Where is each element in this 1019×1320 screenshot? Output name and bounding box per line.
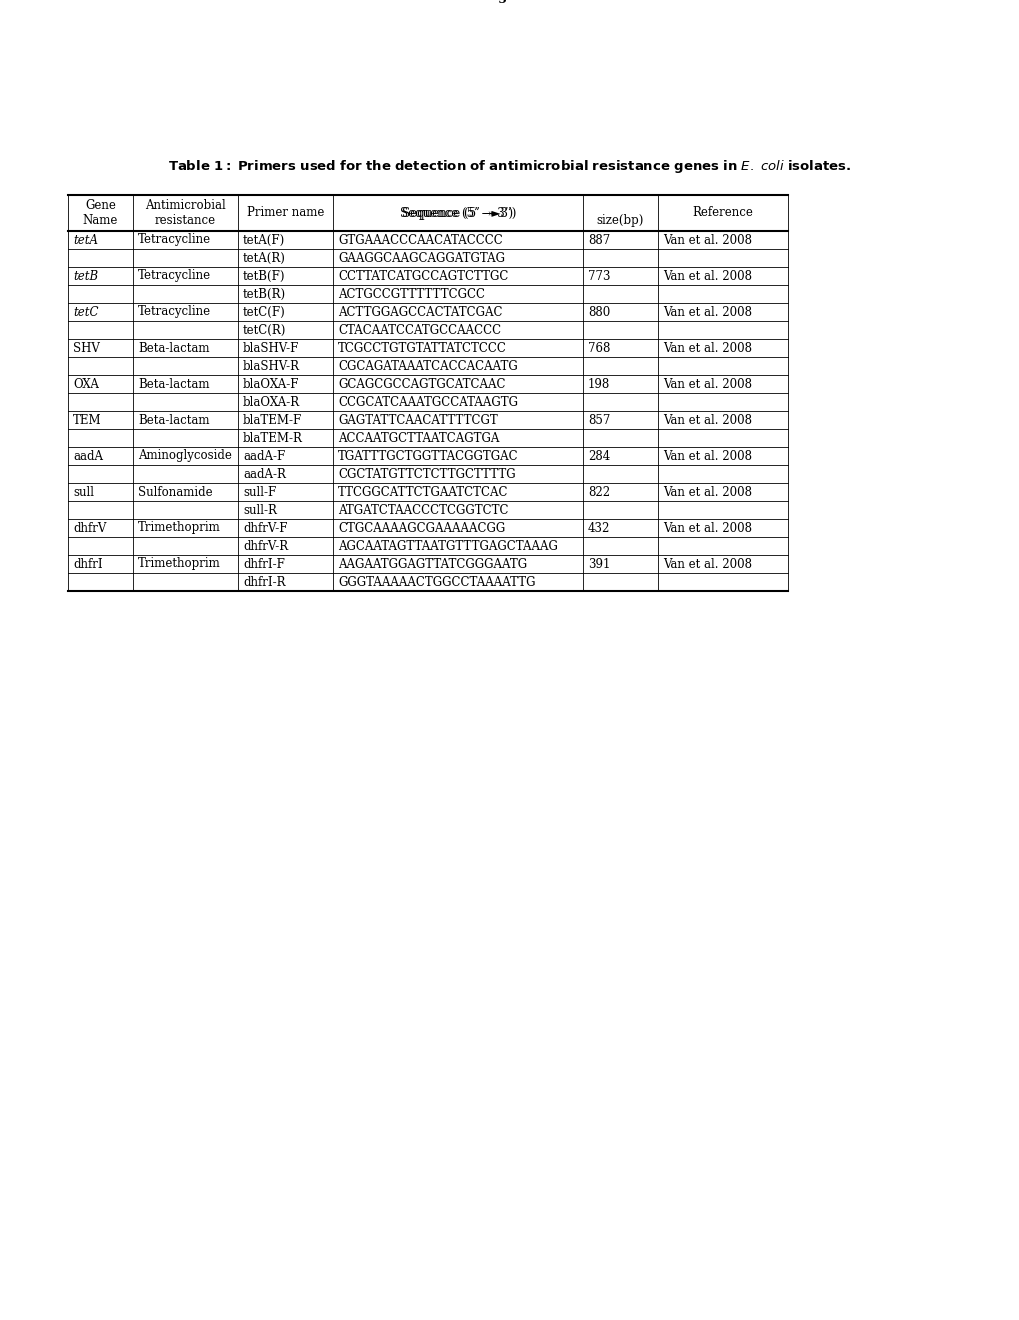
Text: 887: 887	[587, 234, 609, 247]
Text: blaOXA-F: blaOXA-F	[243, 378, 300, 391]
Text: Tetracycline: Tetracycline	[138, 305, 211, 318]
Text: Sequence (5’ → 3’): Sequence (5’ → 3’)	[403, 206, 513, 219]
Text: 432: 432	[587, 521, 609, 535]
Text: Van et al. 2008: Van et al. 2008	[662, 378, 751, 391]
Text: SHV: SHV	[73, 342, 100, 355]
Text: Van et al. 2008: Van et al. 2008	[662, 521, 751, 535]
Text: Gene: Gene	[85, 198, 116, 211]
Text: Antimicrobial: Antimicrobial	[145, 198, 225, 211]
Text: Primer name: Primer name	[247, 206, 324, 219]
Text: AAGAATGGAGTTATCGGGAATG: AAGAATGGAGTTATCGGGAATG	[337, 557, 527, 570]
Text: dhfrV-F: dhfrV-F	[243, 521, 287, 535]
Text: GCAGCGCCAGTGCATCAAC: GCAGCGCCAGTGCATCAAC	[337, 378, 505, 391]
Text: 857: 857	[587, 413, 609, 426]
Text: size(bp): size(bp)	[596, 214, 644, 227]
Text: 822: 822	[587, 486, 609, 499]
Text: TCGCCTGTGTATTATCTCCC: TCGCCTGTGTATTATCTCCC	[337, 342, 506, 355]
Text: dhfrI-R: dhfrI-R	[243, 576, 285, 589]
Text: CGCAGATAAATCACCACAATG: CGCAGATAAATCACCACAATG	[337, 359, 518, 372]
Text: 391: 391	[587, 557, 609, 570]
Text: TTCGGCATTCTGAATCTCAC: TTCGGCATTCTGAATCTCAC	[337, 486, 508, 499]
Text: 880: 880	[587, 305, 609, 318]
Text: dhfrI-F: dhfrI-F	[243, 557, 284, 570]
Text: resistance: resistance	[155, 214, 216, 227]
Text: tetA(R): tetA(R)	[243, 252, 285, 264]
Text: tetA(F): tetA(F)	[243, 234, 285, 247]
Text: Van et al. 2008: Van et al. 2008	[662, 413, 751, 426]
Text: ACTTGGAGCCACTATCGAC: ACTTGGAGCCACTATCGAC	[337, 305, 502, 318]
Text: 284: 284	[587, 450, 609, 462]
Text: sull: sull	[73, 486, 94, 499]
Text: CTACAATCCATGCCAACCC: CTACAATCCATGCCAACCC	[337, 323, 500, 337]
Text: OXA: OXA	[73, 378, 99, 391]
Text: dhfrV: dhfrV	[73, 521, 106, 535]
Text: Van et al. 2008: Van et al. 2008	[662, 450, 751, 462]
Text: 773: 773	[587, 269, 610, 282]
Text: CGCTATGTTCTCTTGCTTTTG: CGCTATGTTCTCTTGCTTTTG	[337, 467, 516, 480]
Text: tetB: tetB	[73, 269, 98, 282]
Text: sull-F: sull-F	[243, 486, 276, 499]
Text: aadA: aadA	[73, 450, 103, 462]
Text: blaTEM-F: blaTEM-F	[243, 413, 302, 426]
Text: Van et al. 2008: Van et al. 2008	[662, 342, 751, 355]
Text: dhfrV-R: dhfrV-R	[243, 540, 287, 553]
Text: 768: 768	[587, 342, 609, 355]
Text: sull-R: sull-R	[243, 503, 276, 516]
Text: dhfrI: dhfrI	[73, 557, 103, 570]
Text: tetC: tetC	[73, 305, 99, 318]
Text: 198: 198	[587, 378, 609, 391]
Text: Beta-lactam: Beta-lactam	[138, 413, 209, 426]
Text: Van et al. 2008: Van et al. 2008	[662, 557, 751, 570]
Text: Tetracycline: Tetracycline	[138, 269, 211, 282]
Text: Trimethoprim: Trimethoprim	[138, 557, 220, 570]
Text: ATGATCTAACCCTCGGTCTC: ATGATCTAACCCTCGGTCTC	[337, 503, 508, 516]
Text: Name: Name	[83, 214, 118, 227]
Text: Reference: Reference	[692, 206, 753, 219]
Text: Van et al. 2008: Van et al. 2008	[662, 234, 751, 247]
Text: $\bf{Table\ 1:\ Primers\ used\ for\ the\ detection\ of\ antimicrobial\ resistanc: $\bf{Table\ 1:\ Primers\ used\ for\ the\…	[168, 158, 851, 176]
Text: GTGAAACCCAACATACCCC: GTGAAACCCAACATACCCC	[337, 234, 502, 247]
Text: TGATTTGCTGGTTACGGTGAC: TGATTTGCTGGTTACGGTGAC	[337, 450, 518, 462]
Text: TEM: TEM	[73, 413, 102, 426]
Text: aadA-R: aadA-R	[243, 467, 285, 480]
Text: Beta-lactam: Beta-lactam	[138, 378, 209, 391]
Text: CTGCAAAAGCGAAAAACGG: CTGCAAAAGCGAAAAACGG	[337, 521, 504, 535]
Text: ACTGCCGTTTTTTCGCC: ACTGCCGTTTTTTCGCC	[337, 288, 484, 301]
Text: Sulfonamide: Sulfonamide	[138, 486, 212, 499]
Text: ACCAATGCTTAATCAGTGA: ACCAATGCTTAATCAGTGA	[337, 432, 499, 445]
Text: Table 1: Primers used for the detection of antimicrobial resistance genes in: Table 1: Primers used for the detection …	[0, 0, 565, 3]
Text: GGGTAAAAACTGGCCTAAAATTG: GGGTAAAAACTGGCCTAAAATTG	[337, 576, 535, 589]
Text: aadA-F: aadA-F	[243, 450, 285, 462]
Text: Aminoglycoside: Aminoglycoside	[138, 450, 231, 462]
Text: CCGCATCAAATGCCATAAGTG: CCGCATCAAATGCCATAAGTG	[337, 396, 518, 408]
Text: Tetracycline: Tetracycline	[138, 234, 211, 247]
Text: blaOXA-R: blaOXA-R	[243, 396, 300, 408]
Text: tetB(R): tetB(R)	[243, 288, 286, 301]
Text: blaTEM-R: blaTEM-R	[243, 432, 303, 445]
Text: Van et al. 2008: Van et al. 2008	[662, 305, 751, 318]
Text: tetA: tetA	[73, 234, 98, 247]
Text: Trimethoprim: Trimethoprim	[138, 521, 220, 535]
Text: Beta-lactam: Beta-lactam	[138, 342, 209, 355]
Text: Sequence (5’ →►3’): Sequence (5’ →►3’)	[399, 206, 516, 219]
Text: AGCAATAGTTAATGTTTGAGCTAAAG: AGCAATAGTTAATGTTTGAGCTAAAG	[337, 540, 557, 553]
Text: GAAGGCAAGCAGGATGTAG: GAAGGCAAGCAGGATGTAG	[337, 252, 504, 264]
Text: tetC(R): tetC(R)	[243, 323, 286, 337]
Text: GAGTATTCAACATTTTCGT: GAGTATTCAACATTTTCGT	[337, 413, 497, 426]
Text: blaSHV-F: blaSHV-F	[243, 342, 300, 355]
Text: Van et al. 2008: Van et al. 2008	[662, 486, 751, 499]
Text: Van et al. 2008: Van et al. 2008	[662, 269, 751, 282]
Text: CCTTATCATGCCAGTCTTGC: CCTTATCATGCCAGTCTTGC	[337, 269, 507, 282]
Text: blaSHV-R: blaSHV-R	[243, 359, 300, 372]
Text: tetC(F): tetC(F)	[243, 305, 285, 318]
Text: tetB(F): tetB(F)	[243, 269, 285, 282]
